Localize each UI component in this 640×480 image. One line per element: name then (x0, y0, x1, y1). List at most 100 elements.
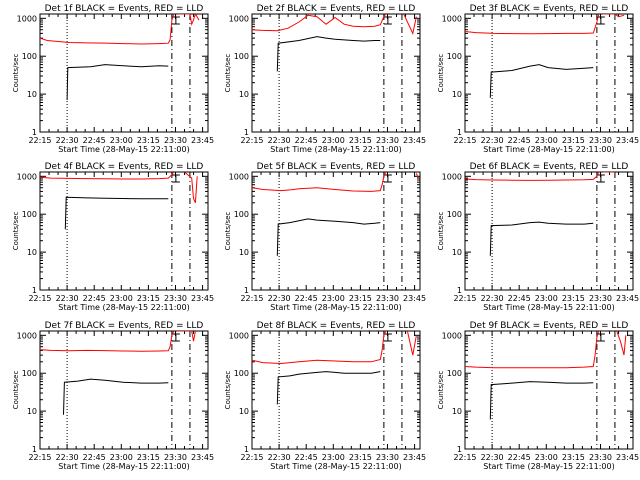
x-tick-label: 23:15 (562, 453, 585, 462)
y-tick-label: 10 (27, 407, 37, 416)
y-tick-label: 100 (22, 369, 37, 378)
y-tick-label: 1000 (442, 172, 462, 181)
x-tick-label: 22:45 (83, 136, 106, 145)
detector-panel-7: Det 7f BLACK = Events, RED = LLD 1 10 100 10… (12, 321, 214, 471)
plot-frame (251, 13, 421, 133)
x-tick-label: 22:45 (508, 294, 531, 303)
events-series-line (276, 371, 381, 405)
events-series-line (66, 64, 169, 101)
x-tick-label: 22:15 (28, 294, 51, 303)
x-tick-label: 22:30 (268, 453, 291, 462)
x-tick-label: 23:30 (589, 294, 612, 303)
x-tick-label: 22:45 (508, 136, 531, 145)
x-tick-label: 23:00 (110, 294, 133, 303)
lld-series-line (406, 331, 417, 356)
plot-frame (39, 171, 209, 291)
y-axis-label: Counts/sec (437, 54, 445, 93)
lld-series-line (40, 172, 175, 180)
detector-panel-6: Det 6f BLACK = Events, RED = LLD 1 10 100 10… (437, 162, 639, 312)
y-tick-label: 100 (22, 52, 37, 61)
y-tick-label: 10 (452, 248, 462, 257)
x-tick-label: 23:45 (403, 136, 426, 145)
x-tick-label: 22:30 (481, 453, 504, 462)
y-tick-label: 1000 (17, 14, 37, 23)
lld-series-line (465, 331, 600, 369)
x-axis-label: Start Time (28-May-15 22:11:00) (58, 462, 189, 471)
y-axis-label: Counts/sec (224, 54, 232, 93)
x-tick-label: 23:30 (589, 136, 612, 145)
y-tick-label: 100 (22, 210, 37, 219)
y-tick-label: 100 (447, 210, 462, 219)
x-tick-label: 23:00 (535, 453, 558, 462)
x-tick-label: 22:30 (56, 136, 79, 145)
detector-panel-5: Det 5f BLACK = Events, RED = LLD 1 10 100 10… (224, 162, 426, 312)
detector-panel-9: Det 9f BLACK = Events, RED = LLD 1 10 100 10… (437, 321, 639, 471)
lld-series-line (40, 331, 175, 352)
events-series-line (489, 64, 594, 98)
y-tick-label: 1000 (442, 331, 462, 340)
plot-frame (251, 171, 421, 291)
x-axis-label: Start Time (28-May-15 22:11:00) (270, 303, 401, 312)
x-tick-label: 23:45 (616, 453, 639, 462)
x-tick-label: 23:45 (616, 294, 639, 303)
y-tick-label: 100 (447, 369, 462, 378)
events-series-line (64, 196, 169, 230)
x-tick-label: 23:15 (137, 453, 160, 462)
y-tick-label: 1 (32, 128, 37, 137)
x-tick-label: 23:30 (376, 294, 399, 303)
x-axis-label: Start Time (28-May-15 22:11:00) (483, 303, 614, 312)
y-tick-label: 10 (452, 407, 462, 416)
lld-series-line (252, 331, 387, 365)
series-group (465, 14, 625, 98)
x-tick-label: 23:00 (322, 294, 345, 303)
events-series-line (63, 378, 169, 415)
x-tick-label: 23:30 (164, 453, 187, 462)
x-tick-label: 22:30 (481, 294, 504, 303)
detector-panel-2: Det 2f BLACK = Events, RED = LLD 1 10 100 10… (224, 4, 426, 154)
y-tick-label: 10 (239, 90, 249, 99)
y-tick-label: 1000 (17, 331, 37, 340)
x-axis-label: Start Time (28-May-15 22:11:00) (483, 145, 614, 154)
events-series-line (276, 218, 381, 256)
x-tick-label: 23:30 (376, 453, 399, 462)
y-tick-label: 1 (244, 128, 249, 137)
x-tick-label: 23:00 (535, 136, 558, 145)
y-tick-label: 1 (457, 286, 462, 295)
y-tick-label: 1000 (17, 172, 37, 181)
x-tick-label: 22:45 (508, 453, 531, 462)
lld-series-line (415, 173, 419, 179)
events-series-line (276, 36, 381, 72)
y-tick-label: 1 (32, 445, 37, 454)
x-tick-label: 22:45 (295, 294, 318, 303)
series-group (465, 172, 615, 256)
x-tick-label: 22:30 (56, 294, 79, 303)
panel-title: Det 6f BLACK = Events, RED = LLD (470, 162, 629, 172)
y-tick-label: 10 (452, 90, 462, 99)
y-tick-label: 1 (244, 286, 249, 295)
lld-series-line (184, 172, 198, 204)
x-axis-label: Start Time (28-May-15 22:11:00) (270, 462, 401, 471)
y-tick-label: 1000 (442, 14, 462, 23)
y-tick-label: 10 (239, 407, 249, 416)
panel-title: Det 7f BLACK = Events, RED = LLD (45, 321, 204, 331)
detector-panel-4: Det 4f BLACK = Events, RED = LLD 1 10 100 10… (12, 162, 214, 312)
y-tick-label: 1 (457, 445, 462, 454)
y-tick-label: 1000 (229, 331, 249, 340)
x-tick-label: 22:30 (268, 294, 291, 303)
x-tick-label: 23:30 (376, 136, 399, 145)
plot-frame (251, 330, 421, 450)
panel-title: Det 3f BLACK = Events, RED = LLD (470, 4, 629, 14)
y-axis-label: Counts/sec (224, 212, 232, 251)
x-tick-label: 23:15 (349, 453, 372, 462)
panel-title: Det 9f BLACK = Events, RED = LLD (470, 321, 629, 331)
plot-frame (464, 13, 634, 133)
x-tick-label: 23:45 (403, 294, 426, 303)
lld-series-line (252, 172, 387, 192)
y-axis-label: Counts/sec (12, 212, 20, 251)
x-tick-label: 22:15 (240, 294, 263, 303)
detector-panel-8: Det 8f BLACK = Events, RED = LLD 1 10 100 10… (224, 321, 426, 471)
panel-title: Det 4f BLACK = Events, RED = LLD (45, 162, 204, 172)
y-tick-label: 100 (234, 210, 249, 219)
x-axis-label: Start Time (28-May-15 22:11:00) (483, 462, 614, 471)
panel-title: Det 1f BLACK = Events, RED = LLD (45, 4, 204, 14)
